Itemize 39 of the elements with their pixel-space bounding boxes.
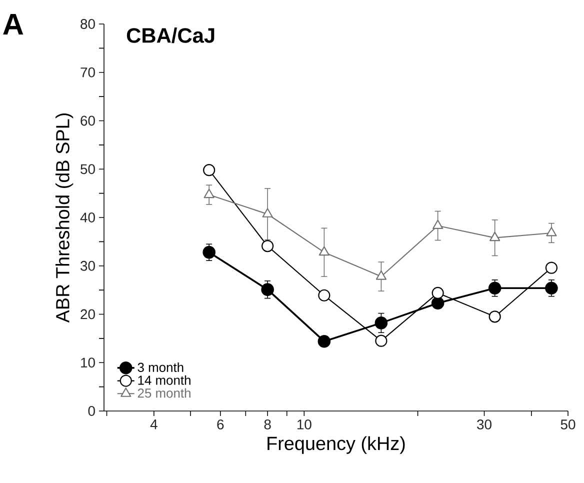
point xyxy=(318,246,330,256)
legend-label: 14 month xyxy=(138,375,190,385)
point xyxy=(545,262,558,274)
x-tick-label: 8 xyxy=(264,420,271,430)
x-tick-label: 10 xyxy=(297,420,312,430)
point xyxy=(262,240,274,252)
point xyxy=(490,232,500,242)
y-tick-label: 80 xyxy=(80,19,95,29)
point xyxy=(318,334,331,348)
y-tick-label: 40 xyxy=(80,212,95,222)
y-tick-label: 20 xyxy=(80,309,95,320)
x-axis-title: Frequency (kHz) xyxy=(268,436,405,454)
y-tick-label: 50 xyxy=(80,164,95,174)
y-axis-title: ABR Threshold (dB SPL) xyxy=(55,114,74,323)
chart-title: CBA/CaJ xyxy=(126,28,214,44)
y-tick-label: 60 xyxy=(80,116,95,126)
y-tick-label: 0 xyxy=(88,406,95,416)
point xyxy=(488,310,501,323)
legend-label: 25 month xyxy=(138,388,190,398)
point xyxy=(432,220,444,230)
point xyxy=(262,208,273,218)
point xyxy=(318,289,330,302)
x-tick-label: 6 xyxy=(217,420,224,430)
y-tick-label: 30 xyxy=(80,260,95,271)
legend-label: 3 month xyxy=(138,362,184,372)
y-tick-label: 10 xyxy=(81,358,95,368)
point xyxy=(374,316,388,330)
point xyxy=(432,286,444,300)
text: A xyxy=(3,14,24,35)
point xyxy=(376,270,387,280)
point xyxy=(546,226,557,236)
y-tick-label: 70 xyxy=(80,67,95,78)
point xyxy=(261,283,274,296)
x-tick-label: 50 xyxy=(560,420,576,430)
point xyxy=(488,282,502,295)
x-tick-label: 30 xyxy=(477,420,492,430)
point xyxy=(431,296,444,310)
x-tick-label: 4 xyxy=(150,420,158,430)
point xyxy=(375,334,388,347)
